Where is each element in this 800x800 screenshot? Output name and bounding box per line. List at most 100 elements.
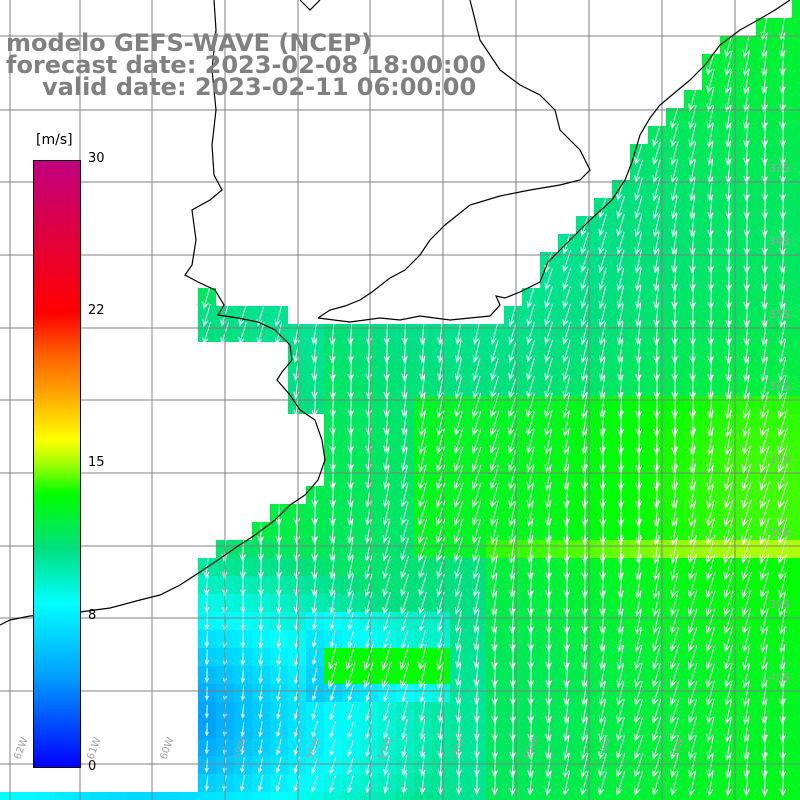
wind-arrow [617,427,625,456]
wind-arrow [705,590,716,617]
wind-arrow [706,752,714,779]
wind-arrow [671,357,679,383]
wind-arrow [598,285,607,310]
wind-arrow [724,104,732,131]
wind-arrow [778,374,787,401]
wind-arrow [258,739,263,756]
wind-arrow [652,141,661,166]
wind-arrow [706,698,715,725]
colorbar [33,160,81,768]
wind-arrow [670,590,679,617]
latitude-label: 39S [769,598,790,611]
wind-arrow [454,428,464,455]
wind-arrow [526,482,534,509]
wind-arrow [652,590,661,617]
wind-arrow [473,664,480,688]
wind-arrow [671,303,678,328]
wind-arrow [400,611,409,632]
speed-cell [198,792,216,800]
wind-arrow [381,644,392,671]
wind-arrow [345,662,356,689]
wind-arrow [400,447,408,472]
wind-arrow [705,644,716,671]
wind-arrow [670,752,679,779]
wind-arrow [617,445,625,474]
wind-arrow [347,321,354,346]
wind-arrow [778,590,787,618]
wind-arrow [580,699,588,725]
speed-cell [72,792,90,800]
wind-arrow [383,630,391,650]
wind-arrow [599,499,607,528]
speed-cell [792,162,800,180]
wind-arrow [311,482,319,509]
wind-arrow [598,303,607,328]
speed-cell [792,738,800,756]
wind-arrow [671,409,679,438]
wind-arrow [364,555,373,580]
speed-cell [702,792,720,800]
wind-arrow [706,680,715,707]
wind-arrow [724,391,732,420]
wind-arrow [779,104,787,131]
wind-arrow [706,716,715,743]
wind-arrow [509,771,516,797]
wind-arrow [634,753,644,779]
wind-arrow [472,500,482,527]
wind-arrow [454,536,464,563]
wind-arrow [616,662,625,689]
wind-arrow [276,648,281,667]
wind-arrow [418,500,428,527]
wind-arrow [706,87,715,113]
wind-arrow [599,554,607,581]
speed-cell [648,792,666,800]
wind-arrow [563,535,571,565]
wind-arrow [653,445,661,474]
wind-arrow [653,249,660,274]
wind-arrow [761,213,768,239]
wind-arrow [399,644,410,671]
wind-arrow [616,771,626,796]
wind-arrow [490,464,500,491]
wind-arrow [580,375,588,400]
wind-arrow [454,375,463,400]
wind-arrow [491,681,498,707]
forecast-date: forecast date: 2023-02-08 18:00:00 [6,51,486,79]
wind-arrow [562,268,571,291]
speed-cell [18,792,36,800]
speed-cell [792,648,800,666]
speed-cell [792,270,800,288]
wind-arrow [418,482,427,509]
wind-arrow [688,499,697,528]
wind-arrow [509,681,517,707]
speed-cell [162,792,180,800]
wind-arrow [489,428,500,455]
wind-arrow [544,268,553,291]
wind-arrow [472,322,480,346]
wind-arrow [204,775,209,792]
wind-arrow [779,716,787,743]
speed-cell [792,252,800,270]
speed-cell [324,792,342,800]
wind-arrow [364,573,373,598]
wind-arrow [599,357,606,382]
wind-arrow [471,428,482,455]
speed-cell [234,792,252,800]
wind-arrow [311,500,319,527]
wind-arrow [204,630,210,649]
wind-arrow [347,773,355,794]
speed-cell [378,792,396,800]
wind-arrow [563,499,571,528]
wind-arrow [761,195,769,221]
wind-arrow [652,195,661,220]
wind-arrow [401,411,408,436]
wind-arrow [688,716,697,743]
wind-arrow [204,668,209,684]
wind-arrow [347,720,355,739]
wind-arrow [382,573,391,598]
wind-arrow [383,611,391,632]
wind-arrow [724,770,732,797]
wind-arrow [329,555,336,580]
wind-arrow [779,734,787,761]
wind-arrow [329,630,336,649]
